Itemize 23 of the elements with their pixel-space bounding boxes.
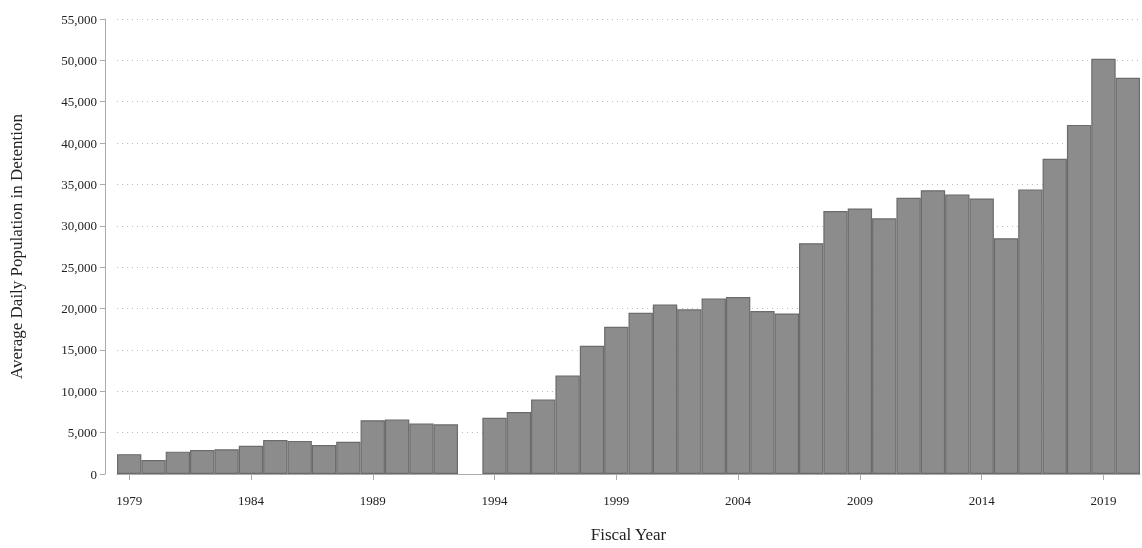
y-tick-label: 30,000 (61, 218, 97, 234)
y-tick-label: 10,000 (61, 383, 97, 399)
y-axis-title: Average Daily Population in Detention (7, 113, 26, 380)
y-tick-label: 0 (90, 466, 97, 482)
x-tick-label: 1979 (116, 493, 143, 508)
x-tick-label: 1989 (359, 493, 386, 508)
x-tick-label: 1984 (237, 493, 265, 508)
x-tick-label: 1994 (481, 493, 509, 508)
y-tick-label: 55,000 (61, 11, 97, 27)
y-tick-label: 45,000 (61, 94, 97, 110)
x-tick-label: 2014 (968, 493, 996, 508)
y-tick-label: 15,000 (61, 342, 97, 358)
y-tick-label: 5,000 (67, 425, 97, 441)
x-tick-label: 1999 (603, 493, 630, 508)
y-tick-label: 35,000 (61, 176, 97, 192)
y-tick-label: 40,000 (61, 135, 97, 151)
x-tick-label: 2004 (725, 493, 752, 508)
y-tick-label: 20,000 (61, 301, 97, 317)
x-tick-label: 2019 (1090, 493, 1117, 508)
y-tick-label: 25,000 (61, 259, 97, 275)
y-tick-label: 50,000 (61, 52, 97, 68)
x-axis-title: Fiscal Year (590, 525, 667, 544)
x-tick-label: 2009 (846, 493, 873, 508)
